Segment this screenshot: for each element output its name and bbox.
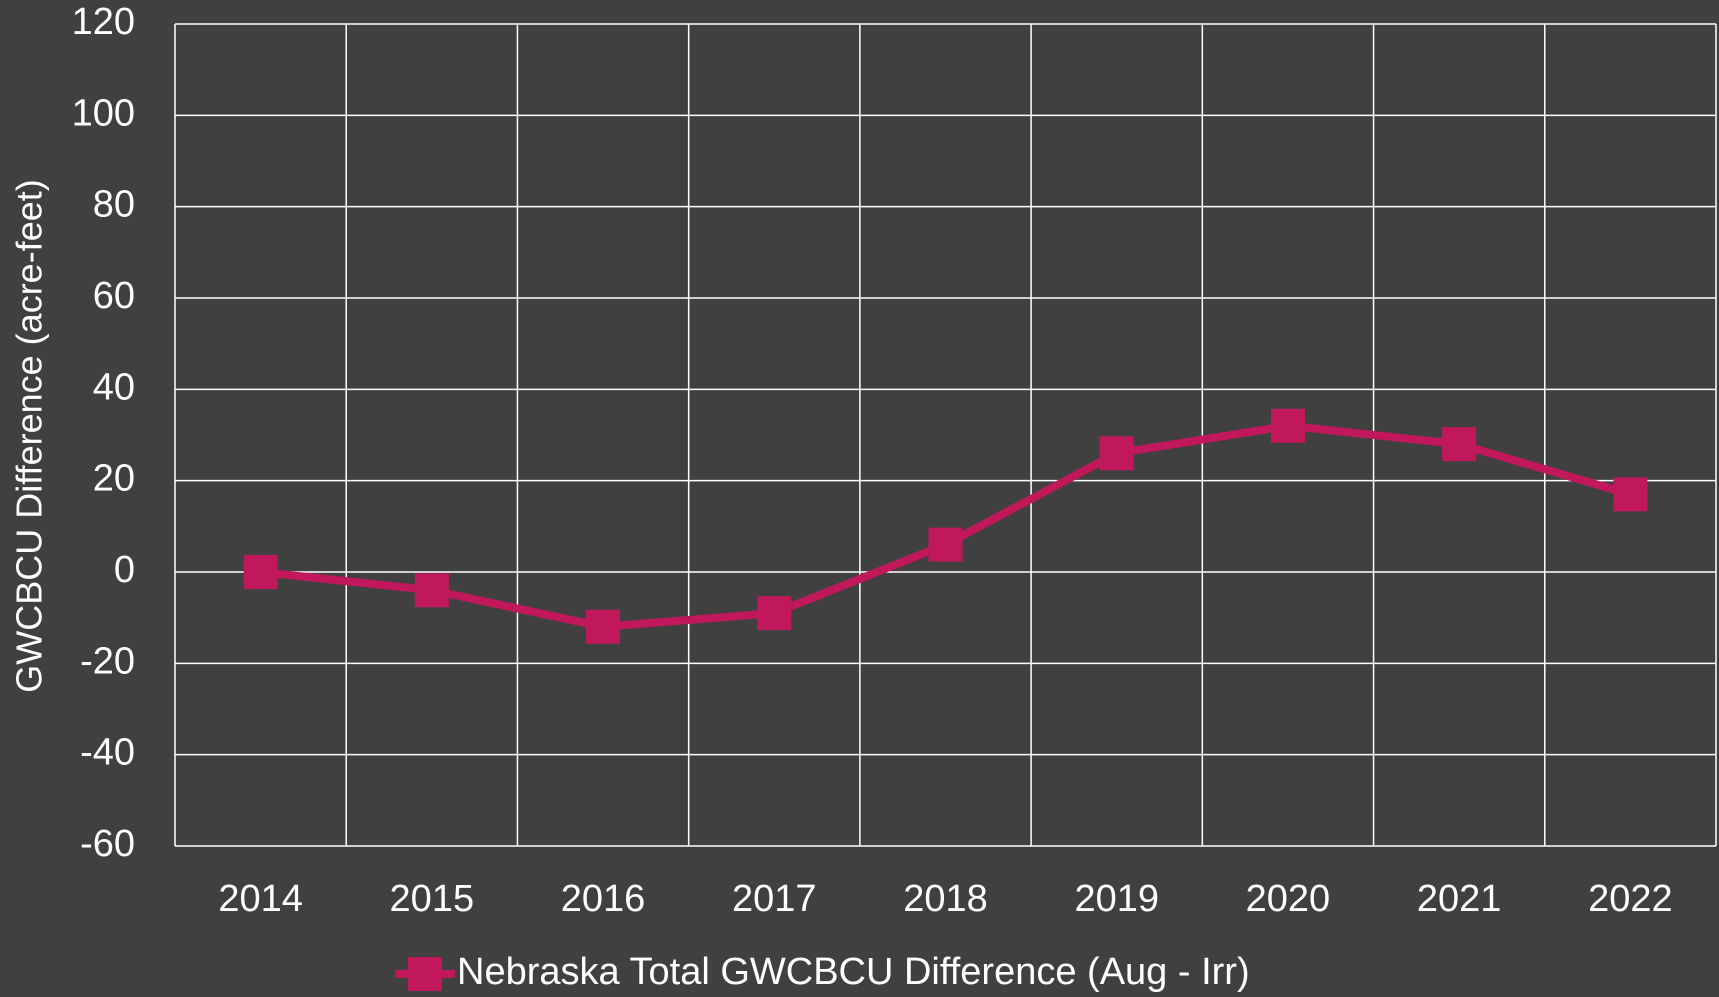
x-tick-label: 2014: [218, 878, 303, 920]
y-tick-label: 80: [93, 184, 135, 226]
x-tick-label: 2022: [1588, 878, 1673, 920]
data-point: [1270, 408, 1305, 443]
data-point: [1613, 477, 1648, 512]
y-tick-label: -60: [80, 823, 135, 865]
y-tick-label: 40: [93, 366, 135, 408]
y-tick-label: 60: [93, 275, 135, 317]
y-tick-label: 120: [72, 1, 135, 43]
y-axis-label: GWCBCU Difference (acre-feet): [9, 179, 50, 692]
data-point: [1099, 436, 1134, 471]
y-tick-label: 20: [93, 458, 135, 500]
legend-marker: [408, 957, 442, 991]
data-point: [586, 609, 621, 644]
data-point: [243, 555, 278, 589]
y-tick-label: -20: [80, 640, 135, 682]
legend-label: Nebraska Total GWCBCU Difference (Aug - …: [457, 951, 1250, 993]
x-tick-label: 2019: [1074, 878, 1159, 920]
data-point: [928, 527, 963, 562]
data-point: [1442, 427, 1477, 462]
x-tick-label: 2021: [1417, 878, 1502, 920]
y-tick-label: 0: [114, 549, 135, 591]
x-tick-label: 2016: [561, 878, 646, 920]
x-tick-label: 2017: [732, 878, 817, 920]
x-tick-label: 2018: [903, 878, 988, 920]
y-tick-label: 100: [72, 92, 135, 134]
x-tick-label: 2015: [390, 878, 475, 920]
data-point: [414, 573, 449, 608]
data-point: [757, 596, 792, 631]
x-tick-label: 2020: [1246, 878, 1331, 920]
y-tick-label: -40: [80, 732, 135, 774]
